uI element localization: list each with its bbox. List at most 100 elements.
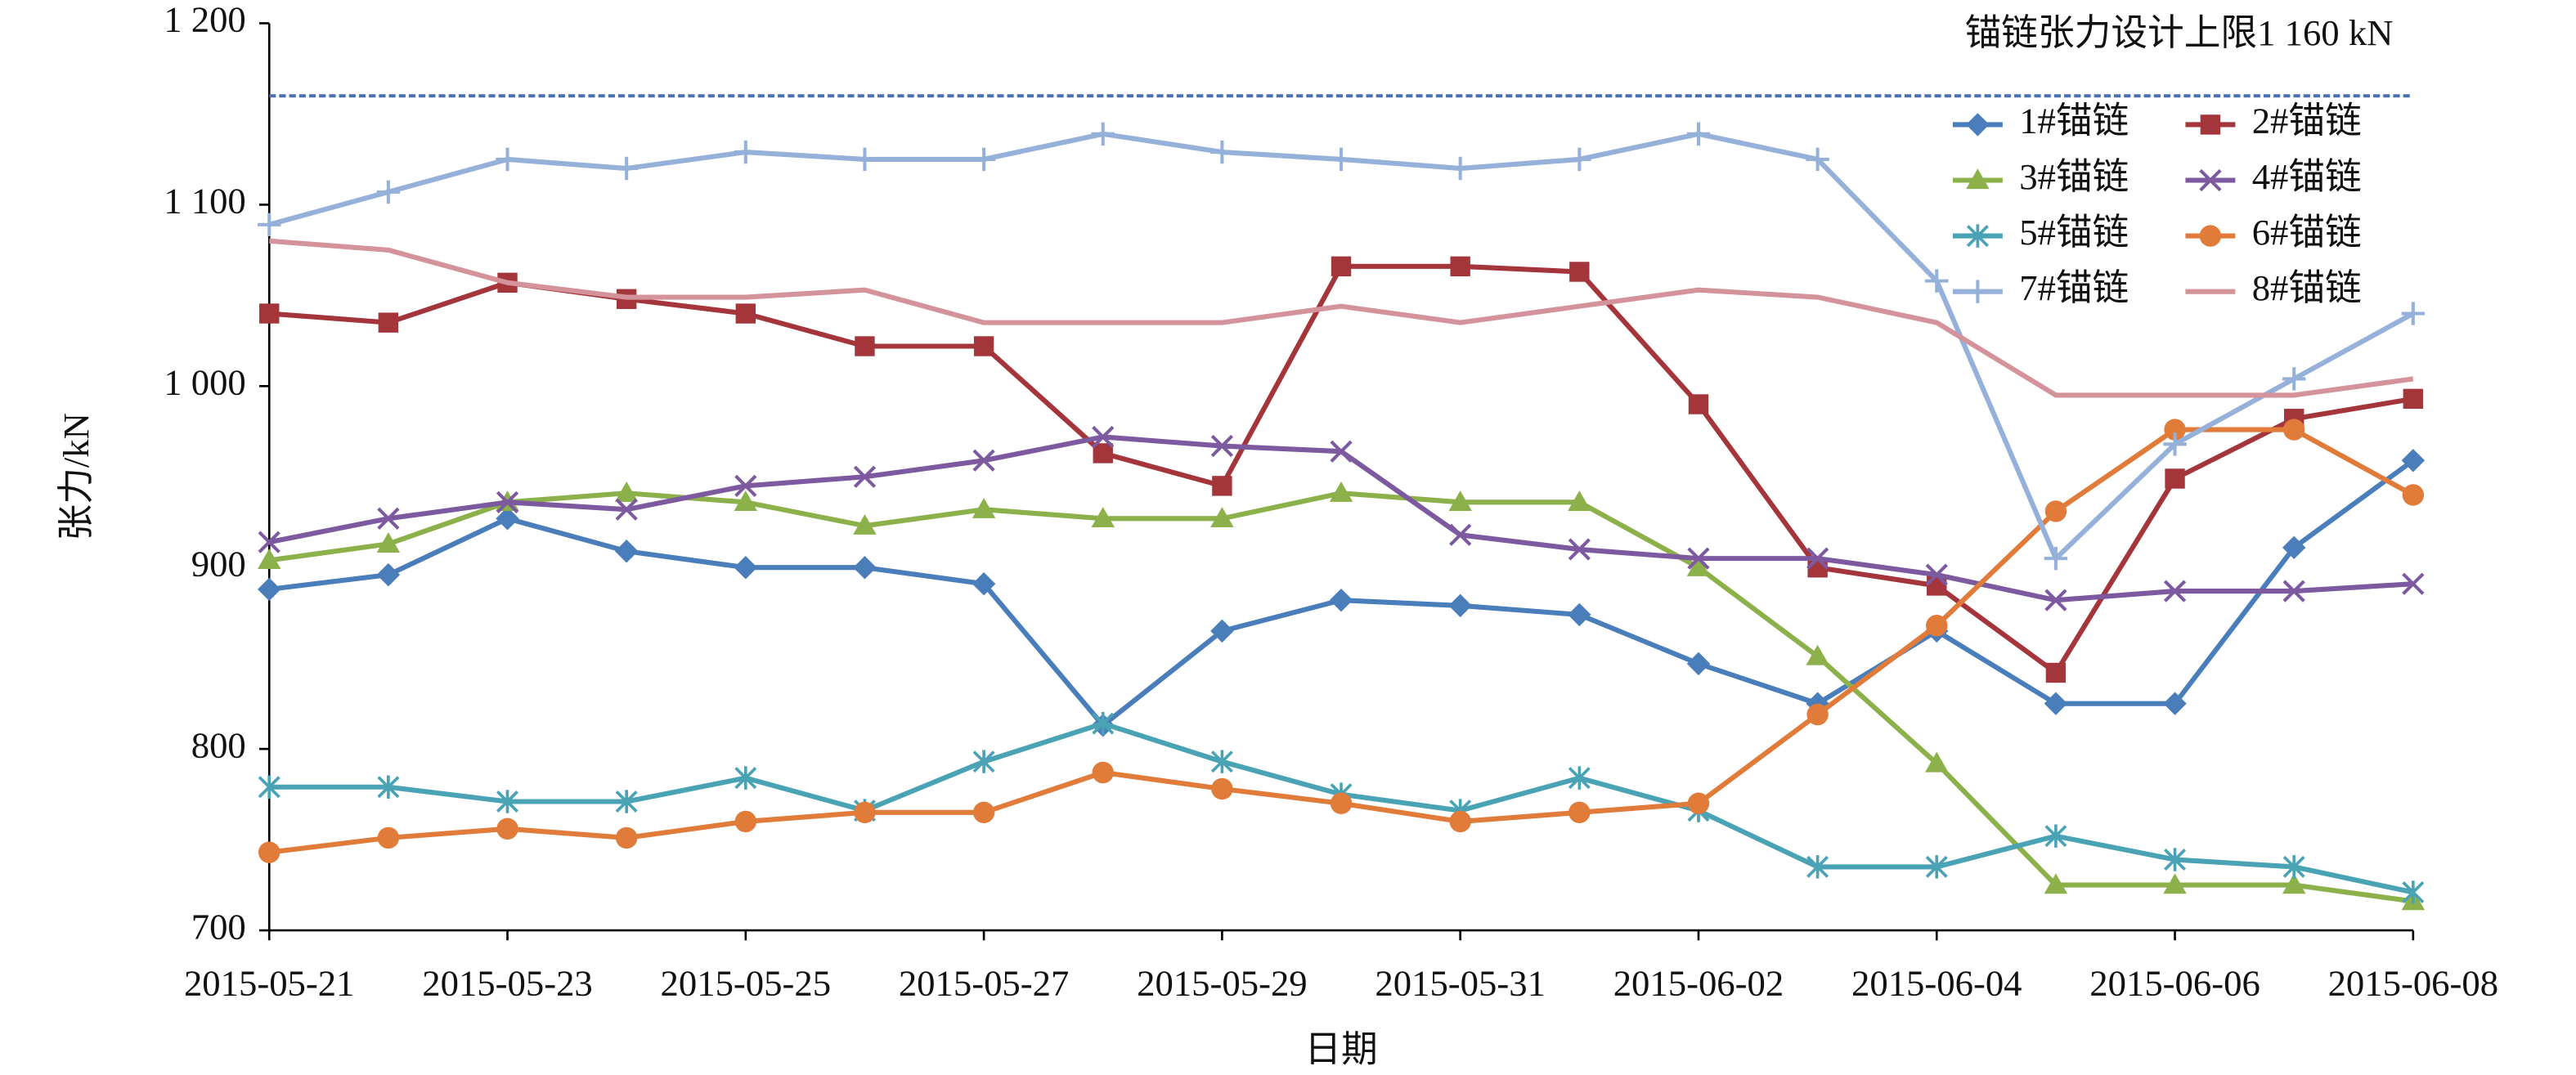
marker	[1927, 576, 1947, 596]
marker	[376, 532, 401, 553]
marker	[1568, 490, 1591, 512]
legend-marker	[1966, 168, 1990, 190]
marker	[614, 540, 639, 563]
marker	[377, 775, 400, 799]
marker	[1331, 256, 1352, 277]
x-tick-label: 2015-05-31	[1375, 962, 1546, 1003]
legend-marker	[2200, 114, 2221, 135]
marker	[2163, 873, 2187, 894]
marker	[1211, 777, 1233, 800]
marker	[258, 549, 281, 570]
marker	[496, 507, 519, 531]
x-tick-label: 2015-05-21	[184, 962, 355, 1003]
marker	[2282, 855, 2305, 879]
marker	[2402, 880, 2425, 904]
marker	[1448, 156, 1472, 181]
legend-label: 1#锚链	[2019, 101, 2129, 141]
marker	[615, 826, 638, 849]
marker	[1449, 810, 1471, 833]
marker	[496, 790, 519, 813]
marker	[615, 790, 638, 813]
marker	[1806, 147, 1829, 172]
marker	[1806, 703, 1829, 726]
marker	[378, 312, 399, 333]
marker	[1926, 615, 1948, 637]
x-tick-label: 2015-06-06	[2089, 962, 2260, 1003]
marker	[2044, 692, 2068, 715]
series	[268, 238, 2414, 398]
marker	[377, 826, 400, 849]
marker	[1568, 766, 1591, 790]
marker	[2044, 589, 2067, 611]
legend-marker	[1966, 113, 1990, 137]
marker	[853, 556, 877, 580]
marker	[855, 336, 875, 356]
marker	[1448, 593, 1472, 618]
legend-marker	[1966, 224, 1989, 248]
marker	[972, 750, 995, 773]
legend-label: 4#锚链	[2252, 156, 2362, 197]
marker	[1568, 538, 1591, 561]
x-tick-label: 2015-06-02	[1613, 962, 1784, 1003]
marker	[614, 482, 639, 502]
marker	[1686, 556, 1711, 576]
marker	[2402, 484, 2425, 506]
series-line	[268, 434, 2414, 603]
marker	[258, 577, 281, 602]
marker	[973, 336, 994, 356]
marker	[1210, 140, 1234, 164]
legend-label: 6#锚链	[2252, 212, 2362, 253]
marker	[376, 180, 401, 204]
series	[259, 256, 2424, 683]
marker	[2402, 572, 2425, 595]
marker	[735, 303, 756, 324]
marker	[1210, 750, 1233, 773]
marker	[972, 449, 995, 472]
marker	[496, 147, 519, 172]
marker	[1093, 443, 1113, 464]
marker	[2163, 580, 2187, 602]
marker	[1925, 269, 1949, 293]
x-tick-label: 2015-06-04	[1851, 962, 2022, 1003]
marker	[972, 497, 996, 518]
marker	[2282, 367, 2306, 391]
marker	[2163, 692, 2187, 715]
marker	[614, 156, 639, 181]
y-tick-label: 1 100	[164, 181, 246, 222]
marker	[1569, 262, 1590, 282]
marker	[2163, 432, 2187, 456]
marker	[2282, 580, 2305, 602]
x-axis-label: 日期	[1304, 1029, 1377, 1070]
marker	[1806, 855, 1829, 879]
marker	[2401, 302, 2426, 325]
marker	[853, 465, 877, 488]
marker	[1092, 711, 1115, 736]
legend-label: 8#锚链	[2252, 267, 2362, 308]
marker	[496, 490, 519, 513]
marker	[2282, 419, 2305, 441]
marker	[1330, 440, 1353, 463]
x-tick-label: 2015-05-27	[899, 962, 1070, 1003]
legend-label: 5#锚链	[2019, 212, 2129, 253]
x-tick-label: 2015-05-25	[661, 962, 832, 1003]
marker	[2403, 388, 2424, 410]
y-tick-label: 900	[191, 543, 246, 584]
marker	[1806, 644, 1829, 665]
series-line	[268, 490, 2414, 904]
marker	[972, 147, 996, 172]
marker	[1091, 507, 1115, 527]
y-axis-label: 张力/kN	[56, 413, 96, 540]
marker	[2044, 824, 2067, 848]
legend-marker	[1966, 280, 1990, 303]
marker	[376, 562, 401, 587]
series	[258, 419, 2425, 863]
marker	[1329, 588, 1353, 612]
marker	[734, 810, 757, 833]
marker	[972, 801, 995, 824]
marker	[2164, 848, 2187, 871]
marker	[734, 474, 757, 497]
marker	[734, 140, 758, 164]
marker	[1210, 507, 1234, 527]
marker	[734, 766, 757, 790]
